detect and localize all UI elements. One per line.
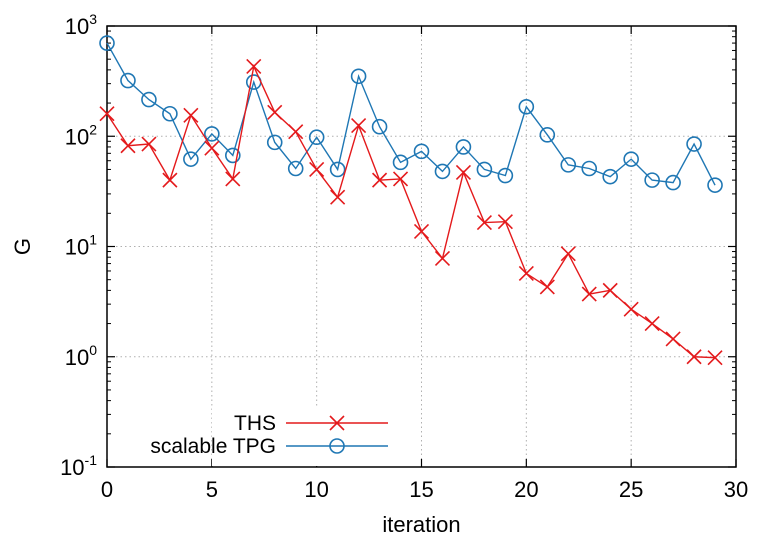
- data-point-ths: [372, 172, 388, 188]
- data-point-ths: [539, 279, 555, 295]
- data-point-ths: [413, 223, 430, 239]
- ticks: 0 5 10 15 20 25 30 10-1 100 101 102 103: [60, 11, 748, 502]
- data-point-ths: [141, 136, 157, 152]
- data-point-scalable-tpg: [371, 118, 388, 135]
- data-point-ths: [623, 301, 639, 317]
- data-point-scalable-tpg: [560, 157, 577, 173]
- data-point-scalable-tpg: [141, 91, 157, 108]
- data-point-ths: [267, 104, 283, 120]
- x-tick-label: 0: [101, 477, 113, 502]
- data-point-scalable-tpg: [434, 163, 451, 180]
- data-point-scalable-tpg: [476, 161, 493, 178]
- data-point-ths: [455, 164, 471, 180]
- legend-marker-scalable-tpg: [329, 438, 345, 454]
- data-point-ths: [309, 161, 325, 178]
- data-point-scalable-tpg: [329, 161, 346, 178]
- legend-background: [212, 408, 398, 466]
- data-point-scalable-tpg: [707, 177, 723, 193]
- data-point-scalable-tpg: [204, 126, 220, 142]
- data-point-scalable-tpg: [623, 151, 639, 167]
- data-point-ths: [330, 189, 346, 205]
- data-point-ths: [183, 107, 199, 123]
- data-point-ths: [351, 117, 367, 134]
- data-point-ths: [392, 171, 409, 187]
- data-point-scalable-tpg: [497, 167, 514, 184]
- data-point-scalable-tpg: [644, 172, 660, 188]
- x-tick-label: 5: [206, 477, 218, 502]
- data-point-ths: [581, 286, 597, 302]
- data-point-ths: [497, 214, 513, 230]
- series-ths: [99, 58, 723, 366]
- data-point-ths: [204, 140, 220, 156]
- data-point-ths: [434, 250, 451, 266]
- data-point-ths: [665, 331, 681, 347]
- x-tick-label: 10: [304, 477, 328, 502]
- data-point-scalable-tpg: [518, 98, 535, 115]
- data-point-scalable-tpg: [162, 105, 178, 122]
- data-point-scalable-tpg: [602, 168, 619, 185]
- x-axis-label: iteration: [382, 512, 460, 537]
- data-point-ths: [686, 349, 702, 365]
- y-tick-label: 10-1: [60, 452, 97, 480]
- y-axis-label: G: [10, 238, 35, 255]
- series-line-ths: [106, 64, 716, 359]
- data-point-ths: [518, 265, 534, 281]
- data-point-scalable-tpg: [225, 147, 241, 164]
- data-point-scalable-tpg: [539, 127, 556, 143]
- legend-marker-ths: [329, 415, 345, 431]
- data-point-ths: [225, 171, 241, 187]
- data-point-ths: [560, 246, 576, 262]
- data-point-scalable-tpg: [308, 129, 325, 146]
- data-point-scalable-tpg: [392, 154, 409, 171]
- data-point-scalable-tpg: [665, 174, 681, 191]
- data-point-scalable-tpg: [350, 68, 367, 85]
- data-point-scalable-tpg: [581, 160, 598, 177]
- data-point-ths: [120, 138, 136, 154]
- data-point-scalable-tpg: [120, 72, 136, 89]
- data-point-scalable-tpg: [183, 151, 199, 167]
- legend-label-scalable-tpg: scalable TPG: [150, 435, 276, 458]
- data-point-ths: [644, 315, 660, 332]
- x-tick-label: 30: [724, 477, 748, 502]
- x-tick-label: 15: [409, 477, 433, 502]
- data-point-ths: [288, 124, 304, 140]
- data-point-scalable-tpg: [686, 136, 702, 152]
- data-point-scalable-tpg: [455, 139, 472, 155]
- data-point-ths: [162, 172, 178, 188]
- data-point-scalable-tpg: [266, 134, 283, 151]
- grid: [107, 26, 736, 467]
- data-point-ths: [99, 106, 115, 122]
- series-layer: [99, 35, 723, 366]
- data-point-ths: [476, 214, 492, 231]
- data-point-scalable-tpg: [99, 35, 115, 51]
- y-tick-label: 100: [65, 342, 97, 370]
- y-tick-label: 101: [65, 232, 97, 260]
- legend-label-ths: THS: [234, 412, 276, 435]
- data-point-ths: [602, 282, 618, 298]
- series-scalable-tpg: [99, 35, 723, 193]
- y-tick-label: 103: [65, 11, 97, 39]
- x-tick-label: 25: [619, 477, 643, 502]
- y-tick-label: 102: [65, 121, 97, 149]
- data-point-scalable-tpg: [413, 143, 430, 160]
- series-line-scalable-tpg: [106, 42, 716, 186]
- data-point-ths: [246, 58, 262, 74]
- data-point-ths: [707, 350, 723, 366]
- x-tick-label: 20: [514, 477, 538, 502]
- data-point-scalable-tpg: [287, 160, 304, 177]
